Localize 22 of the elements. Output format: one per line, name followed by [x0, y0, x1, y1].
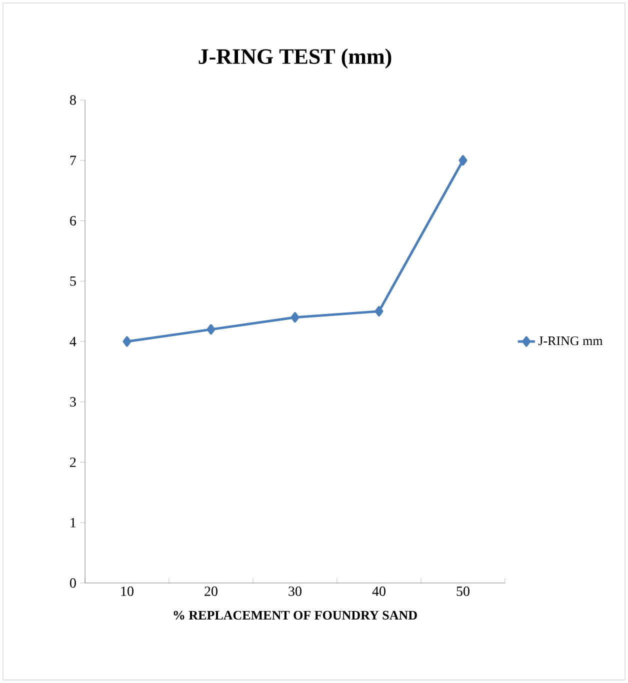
- x-tick-label: 10: [121, 586, 134, 596]
- legend-label: J-RING mm: [538, 336, 603, 346]
- y-tick-label: 8: [70, 95, 76, 105]
- point: [374, 306, 384, 317]
- y-tick-label: 6: [70, 216, 76, 226]
- x-tick-label: 30: [288, 586, 302, 596]
- point: [206, 324, 216, 335]
- y-tick-label: 1: [70, 518, 76, 528]
- y-tick-label: 2: [70, 458, 76, 467]
- chart-title: J-RING TEST (mm): [198, 48, 392, 68]
- y-tick-label: 3: [70, 397, 76, 407]
- point: [290, 312, 300, 323]
- x-tick-label: 50: [456, 586, 470, 596]
- x-axis-title: % REPLACEMENT OF FOUNDRY SAND: [174, 610, 417, 620]
- x-tick-label: 40: [372, 586, 386, 596]
- y-tick-label: 0: [70, 578, 76, 588]
- y-tick-label: 7: [70, 156, 76, 165]
- point: [122, 336, 132, 347]
- y-tick-label: 5: [70, 276, 76, 286]
- x-tick-label: 20: [204, 586, 218, 596]
- y-tick-label: 4: [70, 336, 76, 346]
- point: [458, 155, 468, 166]
